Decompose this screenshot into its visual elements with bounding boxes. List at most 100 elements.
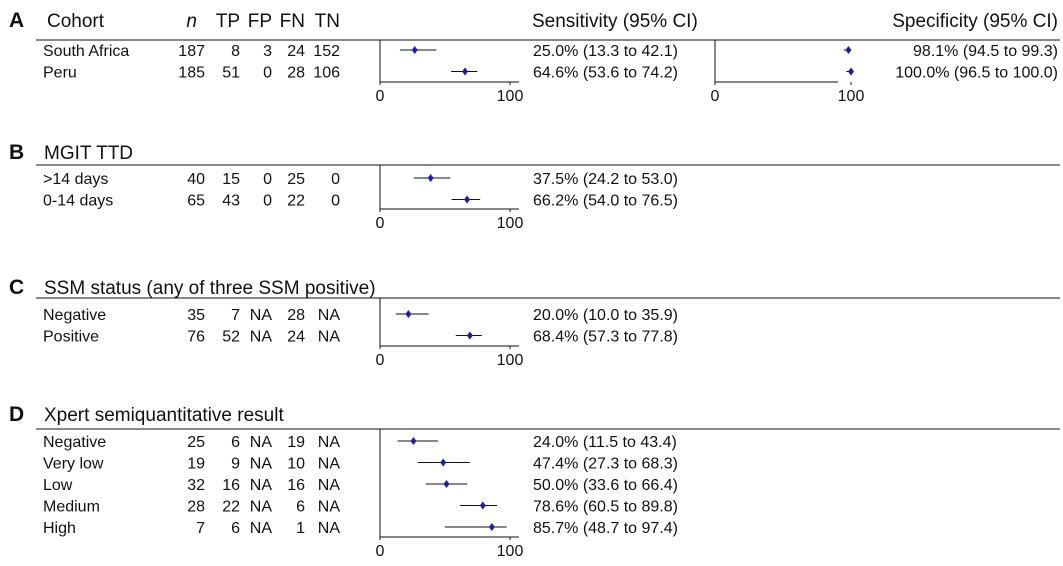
row-label: 0-14 days <box>43 193 113 210</box>
table-cell: NA <box>318 434 341 451</box>
point-estimate <box>466 331 473 340</box>
point-estimate <box>405 310 412 318</box>
table-cell: NA <box>250 456 273 473</box>
table-cell: 6 <box>231 520 240 537</box>
specificity-label: 100.0% (96.5 to 100.0) <box>895 65 1058 82</box>
specificity-label: 98.1% (94.5 to 99.3) <box>913 43 1058 60</box>
x-tick-label: 100 <box>497 88 524 105</box>
row-label: Negative <box>43 434 106 451</box>
table-cell: NA <box>250 329 273 346</box>
table-cell: 32 <box>187 477 205 494</box>
sensitivity-label: 47.4% (27.3 to 68.3) <box>533 456 678 473</box>
table-cell: NA <box>250 434 273 451</box>
table-cell: 6 <box>231 434 240 451</box>
row-label: Peru <box>43 65 77 82</box>
table-cell: NA <box>250 307 273 324</box>
table-cell: NA <box>318 307 341 324</box>
sensitivity-label: 37.5% (24.2 to 53.0) <box>533 171 678 188</box>
table-cell: 24 <box>287 329 305 346</box>
column-header: TP <box>216 11 240 32</box>
table-cell: 187 <box>178 43 205 60</box>
panel-title: Cohort <box>47 11 105 32</box>
row-label: High <box>43 520 76 537</box>
point-estimate <box>845 46 852 54</box>
row-label: Low <box>43 477 73 494</box>
sensitivity-label: 50.0% (33.6 to 66.4) <box>533 477 678 494</box>
x-tick-label: 0 <box>376 352 385 369</box>
table-cell: 0 <box>263 171 272 188</box>
table-cell: 76 <box>187 329 205 346</box>
row-label: Positive <box>43 329 99 346</box>
sensitivity-label: 20.0% (10.0 to 35.9) <box>533 307 678 324</box>
table-cell: 106 <box>313 65 340 82</box>
sensitivity-label: 85.7% (48.7 to 97.4) <box>533 520 678 537</box>
table-cell: 9 <box>231 456 240 473</box>
panel-letter: A <box>9 9 24 32</box>
point-estimate <box>848 67 854 76</box>
x-tick-label: 100 <box>838 88 865 105</box>
row-label: South Africa <box>43 43 129 60</box>
x-tick-label: 0 <box>376 543 385 560</box>
sensitivity-label: 66.2% (54.0 to 76.5) <box>533 193 678 210</box>
table-cell: 25 <box>287 171 305 188</box>
table-cell: 15 <box>222 171 240 188</box>
table-cell: NA <box>318 456 341 473</box>
table-cell: 22 <box>287 193 305 210</box>
table-cell: 8 <box>231 43 240 60</box>
column-header: n <box>186 11 197 32</box>
table-cell: 185 <box>178 65 205 82</box>
table-cell: 40 <box>187 171 205 188</box>
table-cell: NA <box>318 520 341 537</box>
table-cell: 43 <box>222 193 240 210</box>
table-cell: 1 <box>296 520 305 537</box>
table-cell: 28 <box>287 307 305 324</box>
x-tick-label: 0 <box>376 88 385 105</box>
column-header: FN <box>280 11 305 32</box>
sensitivity-label: 68.4% (57.3 to 77.8) <box>533 329 678 346</box>
table-cell: 51 <box>222 65 240 82</box>
table-cell: 24 <box>287 43 305 60</box>
point-estimate <box>488 523 495 531</box>
column-header: TN <box>315 11 340 32</box>
table-cell: 52 <box>222 329 240 346</box>
panel-title: Xpert semiquantitative result <box>44 405 284 426</box>
table-cell: 65 <box>187 193 205 210</box>
x-tick-label: 100 <box>497 352 524 369</box>
table-cell: 16 <box>287 477 305 494</box>
table-cell: 152 <box>313 43 340 60</box>
point-estimate <box>410 437 417 445</box>
table-cell: 35 <box>187 307 205 324</box>
table-cell: 28 <box>287 65 305 82</box>
sensitivity-label: 25.0% (13.3 to 42.1) <box>533 43 678 60</box>
table-cell: 7 <box>196 520 205 537</box>
point-estimate <box>411 46 418 54</box>
point-estimate <box>443 480 450 488</box>
point-estimate <box>479 501 486 510</box>
panel-letter: B <box>9 141 24 164</box>
table-cell: 0 <box>263 193 272 210</box>
table-cell: 6 <box>296 499 305 516</box>
table-cell: 3 <box>263 43 272 60</box>
x-tick-label: 0 <box>376 215 385 232</box>
table-cell: 22 <box>222 499 240 516</box>
panel-title: MGIT TTD <box>44 143 133 164</box>
point-estimate <box>440 458 447 467</box>
table-cell: NA <box>250 520 273 537</box>
panel-letter: C <box>9 276 24 299</box>
table-cell: 0 <box>263 65 272 82</box>
x-tick-label: 0 <box>711 88 720 105</box>
column-header: FP <box>248 11 272 32</box>
table-cell: 0 <box>331 193 340 210</box>
table-cell: NA <box>318 499 341 516</box>
sensitivity-label: 64.6% (53.6 to 74.2) <box>533 65 678 82</box>
table-cell: NA <box>250 499 273 516</box>
point-estimate <box>462 67 469 76</box>
table-cell: NA <box>318 477 341 494</box>
table-cell: 19 <box>187 456 205 473</box>
table-cell: 0 <box>331 171 340 188</box>
point-estimate <box>464 195 471 204</box>
column-header: Specificity (95% CI) <box>892 11 1058 32</box>
column-header: Sensitivity (95% CI) <box>532 11 698 32</box>
table-cell: 7 <box>231 307 240 324</box>
